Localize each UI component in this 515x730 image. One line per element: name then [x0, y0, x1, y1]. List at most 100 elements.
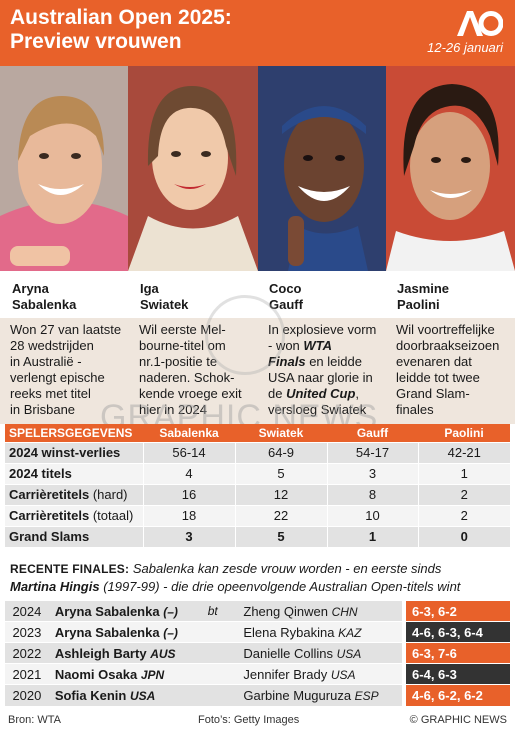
cell: 22	[234, 504, 327, 526]
desc-line: nr.1-positie te	[139, 354, 218, 369]
cell: 8	[326, 483, 418, 505]
desc-text: de	[268, 386, 287, 401]
cell: 5	[234, 462, 327, 484]
runner-up-country: USA	[336, 646, 362, 661]
ao-logo	[457, 11, 503, 36]
final-winner: Aryna Sabalenka (–)	[48, 621, 208, 643]
desc-line: 28 wedstrijden	[10, 338, 94, 353]
runner-up-name: Danielle Collins	[243, 645, 333, 661]
desc-line: doorbraakseizoen	[396, 338, 500, 353]
table-row: 2023 Aryna Sabalenka (–) Elena Rybakina …	[5, 621, 510, 643]
desc-line: Wil eerste Mel-	[139, 322, 226, 337]
table-row: 2020 Sofia Kenin USA Garbine Muguruza ES…	[5, 684, 510, 706]
winner-country: AUS	[150, 646, 176, 661]
cell: 5	[234, 525, 327, 547]
desc-text: en leidde	[305, 354, 362, 369]
spacer	[402, 684, 407, 706]
table-row: Carrièretitels (totaal) 18 22 10 2	[5, 504, 510, 526]
beat-label	[207, 663, 244, 685]
desc-line: Wil voortreffelijke	[396, 322, 495, 337]
final-winner: Ashleigh Barty AUS	[48, 642, 208, 664]
photo-gauff	[258, 66, 386, 271]
final-score: 6-3, 7-6	[406, 642, 510, 664]
stats-header-swiatek: Swiatek	[235, 424, 327, 442]
cell: 18	[142, 504, 235, 526]
cell: 10	[326, 504, 418, 526]
final-year: 2023	[5, 621, 49, 643]
cell: 12	[234, 483, 327, 505]
header-banner: Australian Open 2025: Preview vrouwen 12…	[0, 0, 515, 66]
table-row: Carrièretitels (hard) 16 12 8 2	[5, 483, 510, 505]
final-runner-up: Garbine Muguruza ESP	[243, 684, 403, 706]
last-name: Gauff	[269, 297, 303, 312]
spacer	[402, 600, 407, 622]
desc-line: in Australië -	[10, 354, 82, 369]
first-name: Iga	[140, 281, 159, 296]
spacer	[402, 663, 407, 685]
table-row: 2024 Aryna Sabalenka (–) bt Zheng Qinwen…	[5, 600, 510, 622]
last-name: Sabalenka	[12, 297, 77, 312]
row-label-text: Carrièretitels	[9, 508, 90, 523]
finals-text: Sabalenka kan zesde vrouw worden - en ee…	[129, 561, 442, 576]
name-sabalenka: Aryna Sabalenka	[4, 276, 120, 318]
desc-text: ,	[355, 386, 360, 401]
final-winner: Sofia Kenin USA	[48, 684, 208, 706]
desc-line: hier in 2024	[139, 402, 207, 417]
beat-label: bt	[207, 600, 244, 622]
watermark-circle	[205, 295, 285, 375]
winner-country: (–)	[163, 604, 178, 619]
desc-emphasis: WTA	[303, 338, 333, 353]
row-label: Grand Slams	[5, 525, 143, 547]
table-row: 2024 titels 4 5 3 1	[5, 462, 510, 484]
table-row: Grand Slams 3 5 1 0	[5, 525, 510, 547]
beat-label	[207, 642, 244, 664]
first-name: Jasmine	[397, 281, 450, 296]
runner-up-country: CHN	[331, 604, 358, 619]
desc-sabalenka: Won 27 van laatste 28 wedstrijden in Aus…	[10, 322, 130, 418]
photo-swiatek	[128, 66, 258, 271]
desc-line: Grand Slam-	[396, 386, 470, 401]
row-label-qualifier: (totaal)	[89, 508, 134, 523]
photo-credit: Foto’s: Getty Images	[198, 714, 300, 726]
desc-swiatek: Wil eerste Mel- bourne-titel om nr.1-pos…	[139, 322, 261, 418]
winner-name: Sofia Kenin	[54, 687, 127, 703]
desc-line: finales	[396, 402, 434, 417]
beat-label	[207, 621, 244, 643]
runner-up-country: USA	[330, 667, 356, 682]
final-score: 6-3, 6-2	[406, 600, 510, 622]
desc-line: reeks met titel	[10, 386, 91, 401]
desc-line: kende vroege exit	[139, 386, 242, 401]
cell: 1	[417, 462, 510, 484]
cell: 3	[142, 525, 235, 547]
cell: 0	[417, 525, 510, 547]
table-row: 2021 Naomi Osaka JPN Jennifer Brady USA …	[5, 663, 510, 685]
desc-line: USA naar glorie in	[268, 370, 373, 385]
page-title: Australian Open 2025: Preview vrouwen	[10, 6, 232, 54]
runner-up-name: Zheng Qinwen	[243, 603, 328, 619]
desc-line: in Brisbane	[10, 402, 76, 417]
spacer	[402, 642, 407, 664]
name-paolini: Jasmine Paolini	[389, 276, 511, 318]
cell: 3	[326, 462, 418, 484]
final-runner-up: Zheng Qinwen CHN	[243, 600, 403, 622]
first-name: Coco	[269, 281, 302, 296]
runner-up-name: Elena Rybakina	[243, 624, 335, 640]
row-label: 2024 titels	[5, 462, 143, 484]
row-label-text: Grand Slams	[9, 529, 90, 545]
runner-up-country: ESP	[354, 688, 379, 703]
recent-finals-table: 2024 Aryna Sabalenka (–) bt Zheng Qinwen…	[5, 600, 510, 706]
footer: Bron: WTA Foto’s: Getty Images © GRAPHIC…	[0, 712, 515, 730]
cell: 56-14	[142, 441, 235, 463]
winner-name: Aryna Sabalenka	[54, 603, 160, 619]
row-label-text: 2024 winst-verlies	[9, 445, 121, 460]
copyright: © GRAPHIC NEWS	[409, 714, 507, 726]
beat-label	[207, 684, 244, 706]
desc-line: evenaren dat	[396, 354, 472, 369]
finals-name: Martina Hingis	[10, 579, 100, 594]
recent-finals-note: RECENTE FINALES: Sabalenka kan zesde vro…	[10, 560, 510, 595]
row-label-text: 2024 titels	[9, 466, 72, 481]
table-row: 2022 Ashleigh Barty AUS Danielle Collins…	[5, 642, 510, 664]
last-name: Paolini	[397, 297, 440, 312]
final-year: 2022	[5, 642, 49, 664]
final-score: 4-6, 6-2, 6-2	[406, 684, 510, 706]
